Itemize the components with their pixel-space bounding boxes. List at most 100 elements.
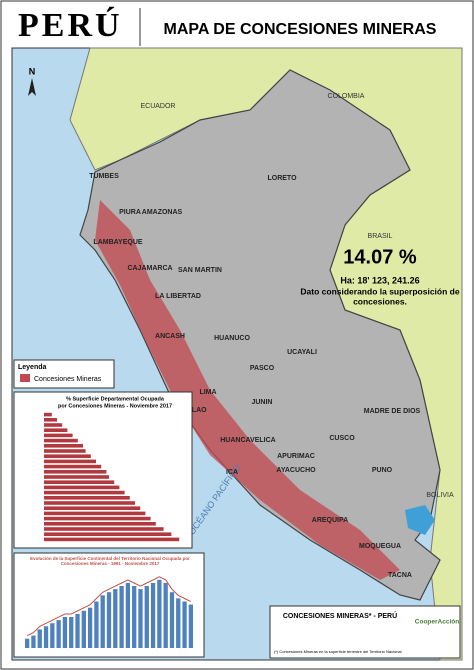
region-label: PASCO [250,365,275,372]
region-label: ANCASH [155,333,185,340]
region-label: CAJAMARCA [127,265,172,272]
bar [44,511,146,516]
column [62,617,68,648]
column [50,623,55,648]
bar [44,522,156,526]
legend-box [13,359,115,389]
bar [44,418,57,422]
region-label: PUNO [372,467,393,474]
inset-title: Evolución de la Superficie Continental d… [30,556,190,566]
bar [44,527,164,531]
column [94,601,99,648]
column [69,617,74,648]
column [87,607,93,648]
bar [44,444,83,448]
column [100,595,105,648]
bar [44,516,151,521]
column [138,589,143,648]
region-label: JUNIN [251,399,272,406]
bar [44,532,172,536]
lake-titicaca [405,505,435,535]
column [31,635,36,648]
peru [79,69,441,601]
region-label: LORETO [267,175,297,182]
region-label: HUANCAVELICA [220,437,275,444]
region-label: LA LIBERTAD [155,293,201,300]
column [150,582,156,648]
region-label: LAMBAYEQUE [93,239,142,246]
column [81,610,86,648]
legend: Leyenda Concesiones Mineras [13,359,115,389]
column [169,592,175,648]
legend-title: Leyenda [18,364,47,371]
column [75,613,80,648]
country-title: PERÚ [18,6,123,44]
region-label: ICA [226,469,238,476]
stat-area: Ha: 18' 123, 241.26 [340,275,419,285]
column [144,586,149,648]
bar [44,459,96,464]
column [113,589,118,648]
inset-title: % Superficie Departamental Ocupada [66,396,165,402]
trend-line [26,576,192,637]
region-label: TUMBES [89,173,119,180]
bar [44,496,130,500]
region-labels: TUMBES PIURA AMAZONAS LORETO LAMBAYEQUE CAJAM… [89,173,420,579]
bar [44,490,125,495]
bar [44,464,102,469]
bar [44,449,86,453]
legend-label: Concesiones Mineras [34,376,102,383]
column [182,601,187,648]
bar [44,412,52,417]
footer-note: (*) Concesiones Mineras en la superficie… [274,649,402,654]
footer-org: CooperAcción [415,619,459,626]
bar [44,537,180,542]
country-label: BOLIVIA [426,492,454,499]
footer: CONCESIONES MINERAS* - PERÚ CooperAcción… [269,605,461,659]
region-label: TACNA [388,572,412,579]
column [37,629,42,648]
column [188,604,193,648]
column [119,586,124,648]
footer-title: CONCESIONES MINERAS* - PERÚ [283,611,397,620]
column [125,582,131,648]
country-label: COLOMBIA [328,93,365,100]
region-label: AREQUIPA [312,517,348,524]
footer-box [269,605,461,659]
region-label: LIMA [199,389,216,396]
concessions [95,200,400,580]
column [25,638,30,648]
north-symbol [28,78,36,96]
bar [44,454,91,458]
stat-percent: 14.07 % [343,246,417,268]
region-label: PIURA [119,209,141,216]
bar [44,428,68,432]
region-label: SAN MARTIN [178,267,222,274]
region-label: CUSCO [329,435,355,442]
stat-box: 14.07 % Ha: 18' 123, 241.26 Dato conside… [300,246,459,306]
country-label: BRASIL [368,233,393,240]
region-label: MADRE DE DIOS [364,408,421,415]
bar [44,485,120,490]
region-label: AYACUCHO [276,467,316,474]
bar [44,480,115,484]
column [132,586,137,648]
bar [44,423,63,427]
column [163,582,168,648]
bar [44,501,135,505]
region-label: MOQUEGUA [359,543,401,550]
column [106,592,112,648]
inset-title: por Concesiones Mineras - Noviembre 2017 [58,403,172,409]
region-label: UCAYALI [287,349,317,356]
column [176,598,181,648]
legend-swatch [20,374,30,382]
bar [44,506,141,510]
column [56,620,61,648]
north-arrow: N [29,66,36,76]
region-label: APURIMAC [277,453,315,460]
region-label: AMAZONAS [142,209,183,216]
column [157,579,162,648]
column [43,626,49,648]
